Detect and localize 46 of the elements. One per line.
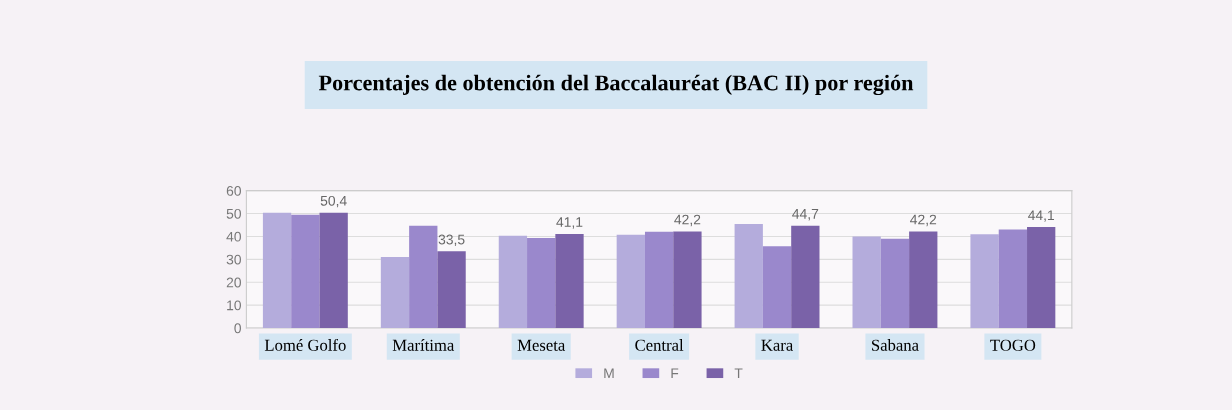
y-tick-label: 60 (226, 185, 241, 196)
bar (319, 212, 348, 328)
bar (791, 225, 820, 328)
bar (437, 251, 466, 328)
bar (616, 234, 645, 328)
data-label: 42,2 (674, 214, 701, 227)
x-tick-label: TOGO (990, 339, 1036, 351)
legend-label: F (671, 368, 679, 379)
bar (970, 234, 999, 328)
x-tick-label: Marítima (392, 339, 455, 351)
data-label: 33,5 (438, 234, 465, 247)
bar (852, 236, 881, 328)
y-tick-label: 20 (226, 277, 241, 288)
y-tick-label: 0 (234, 323, 241, 334)
bar (380, 257, 410, 328)
legend-label: T (734, 368, 743, 379)
bar (644, 231, 674, 328)
data-label: 44,1 (1027, 210, 1055, 222)
x-tick-label: Central (635, 339, 684, 351)
y-tick-label: 10 (227, 300, 241, 311)
bar (498, 235, 528, 328)
y-tick-label: 30 (226, 254, 241, 265)
data-label: 44,7 (792, 209, 819, 221)
bar (555, 233, 584, 328)
data-label: 42,2 (910, 214, 937, 227)
chart-title: Porcentajes de obtención del Baccalauréat (BAC II) por región (318, 74, 914, 96)
data-label: 41,1 (556, 217, 583, 229)
bar (291, 214, 320, 328)
bar (880, 238, 910, 328)
y-tick-label: 40 (226, 231, 241, 242)
y-tick-label: 50 (226, 208, 241, 219)
bar (262, 212, 292, 328)
bar (909, 231, 938, 328)
bar (527, 238, 556, 328)
x-tick-label: Meseta (517, 339, 566, 351)
bar (409, 225, 438, 328)
x-tick-label: Lomé Golfo (264, 338, 346, 351)
x-tick-label: Kara (761, 339, 793, 351)
bar (673, 231, 702, 328)
bar (1027, 227, 1056, 328)
bar (998, 229, 1028, 328)
bar (734, 224, 763, 328)
bar (762, 246, 792, 328)
data-label: 50,4 (320, 195, 347, 208)
x-tick-label: Sabana (872, 339, 919, 351)
legend-label: M (604, 368, 614, 379)
